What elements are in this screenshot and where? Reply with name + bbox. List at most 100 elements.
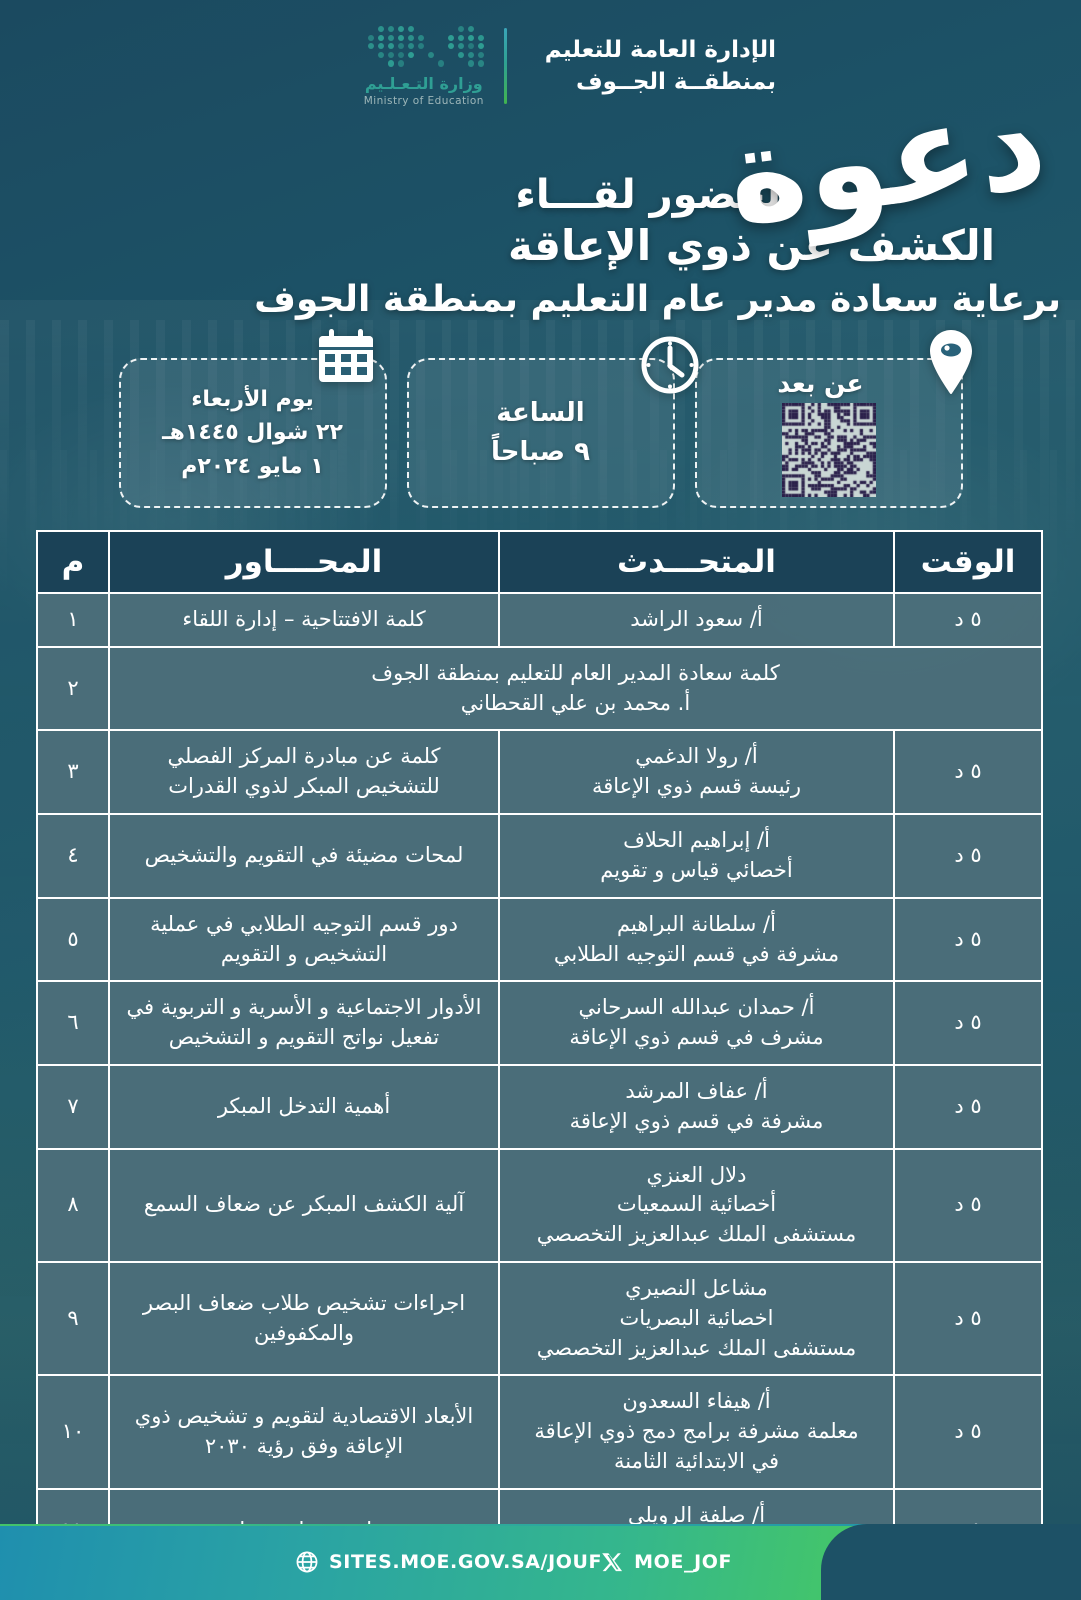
table-row: ٥ د أ/ سلطانة البراهيم مشرفة في قسم التوجي… xyxy=(37,898,1042,982)
speaker-text: أ/ رولا الدغمي xyxy=(514,742,879,772)
cell-topic: أهمية التدخل المبكر xyxy=(109,1065,499,1149)
time-text: الساعة ٩ صباحاً xyxy=(491,394,590,472)
speaker-text: مشرفة في قسم ذوي الإعاقة xyxy=(514,1107,879,1137)
speaker-text: اخصائية البصريات xyxy=(514,1304,879,1334)
cell-number: ٧ xyxy=(37,1065,109,1149)
cell-speaker: أ/ رولا الدغمي رئيسة قسم ذوي الإعاقة xyxy=(499,730,894,814)
cell-number: ٦ xyxy=(37,981,109,1065)
cell-topic: كلمة الافتتاحية – إدارة اللقاء xyxy=(109,593,499,647)
cell-number: ٤ xyxy=(37,814,109,898)
info-card-date: يوم الأربعاء ٢٢ شوال ١٤٤٥هـ ١ مايو ٢٠٢٤م xyxy=(119,358,387,508)
cell-time: ٥ د xyxy=(894,981,1042,1065)
info-card-location: عن بعد xyxy=(695,358,963,508)
cell-speaker: أ/ سلطانة البراهيم مشرفة في قسم التوجيه ا… xyxy=(499,898,894,982)
ministry-name-arabic: وزارة التـعـلـيم xyxy=(358,75,490,93)
ministry-of-education-logo: وزارة التـعـلـيم Ministry of Education xyxy=(358,26,504,107)
speaker-text: أ/ حمدان عبدالله السرحاني xyxy=(514,993,879,1023)
cell-number: ٢ xyxy=(37,647,109,731)
cell-number: ١٠ xyxy=(37,1375,109,1488)
cell-time: ٥ د xyxy=(894,898,1042,982)
speaker-text: دلال العنزي xyxy=(514,1161,879,1191)
table-row: ٥ د أ/ إبراهيم الحلاف أخصائي قياس و تقويم ل… xyxy=(37,814,1042,898)
header-speaker: المتحـــدث xyxy=(499,531,894,593)
poster-root: الإدارة العامة للتعليم بمنطقــة الجــوف … xyxy=(0,0,1081,1600)
speaker-text: أ/ هيفاء السعدون xyxy=(514,1387,879,1417)
info-card-time: الساعة ٩ صباحاً xyxy=(407,358,675,508)
speaker-text: مشاعل النصيري xyxy=(514,1274,879,1304)
cell-speaker: دلال العنزي أخصائية السمعيات مستشفى الملك … xyxy=(499,1149,894,1262)
table-row: ٥ د أ/ سعود الراشد كلمة الافتتاحية – إدارة… xyxy=(37,593,1042,647)
cell-topic: اجراءات تشخيص طلاب ضعاف البصر والمكفوفين xyxy=(109,1262,499,1375)
cell-topic-speaker-merged: كلمة سعادة المدير العام للتعليم بمنطقة ا… xyxy=(109,647,1042,731)
location-label: عن بعد xyxy=(777,369,879,398)
cell-number: ٣ xyxy=(37,730,109,814)
speaker-text: أ/ عفاف المرشد xyxy=(514,1077,879,1107)
table-row: ٥ د دلال العنزي أخصائية السمعيات مستشفى الم… xyxy=(37,1149,1042,1262)
event-info-cards: عن بعد الساعة ٩ صباحاً xyxy=(84,358,997,508)
table-row: ٥ د مشاعل النصيري اخصائية البصريات مستشفى ا… xyxy=(37,1262,1042,1375)
cell-topic: كلمة عن مبادرة المركز الفصلي للتشخيص الم… xyxy=(109,730,499,814)
speaker-text: أخصائية السمعيات xyxy=(514,1190,879,1220)
cell-topic: الأبعاد الاقتصادية لتقويم و تشخيص ذوي ال… xyxy=(109,1375,499,1488)
poster-footer: MOE_JOF SITES.MOE.GOV.SA/JOUF xyxy=(0,1524,1081,1600)
gdoe-line-2: بمنطقــة الجــوف xyxy=(545,66,776,99)
cell-topic: الأدوار الاجتماعية و الأسرية و التربوية … xyxy=(109,981,499,1065)
speaker-text: أ/ سعود الراشد xyxy=(514,605,879,635)
table-row: ٥ د أ/ هيفاء السعدون معلمة مشرفة برامج دمج… xyxy=(37,1375,1042,1488)
qr-code[interactable] xyxy=(782,403,876,497)
cell-topic: آلية الكشف المبكر عن ضعاف السمع xyxy=(109,1149,499,1262)
speaker-text: مستشفى الملك عبدالعزيز التخصصي xyxy=(514,1334,879,1364)
cell-time: ٥ د xyxy=(894,593,1042,647)
table-row: ٥ د أ/ عفاف المرشد مشرفة في قسم ذوي الإعاق… xyxy=(37,1065,1042,1149)
header-num: م xyxy=(37,531,109,593)
cell-time: ٥ د xyxy=(894,730,1042,814)
date-line-3: ١ مايو ٢٠٢٤م xyxy=(162,450,343,483)
calendar-icon xyxy=(315,326,377,392)
cell-time: ٥ د xyxy=(894,1262,1042,1375)
time-line-1: الساعة xyxy=(491,394,590,433)
website-item[interactable]: SITES.MOE.GOV.SA/JOUF xyxy=(295,1550,602,1574)
cell-speaker: مشاعل النصيري اخصائية البصريات مستشفى المل… xyxy=(499,1262,894,1375)
title-line-3: برعاية سعادة مدير عام التعليم بمنطقة الج… xyxy=(146,278,1061,322)
calligraphy-dawa-heading: دعوة xyxy=(721,74,1053,244)
globe-icon xyxy=(295,1550,319,1574)
date-text: يوم الأربعاء ٢٢ شوال ١٤٤٥هـ ١ مايو ٢٠٢٤م xyxy=(162,383,343,483)
cell-speaker: أ/ إبراهيم الحلاف أخصائي قياس و تقويم xyxy=(499,814,894,898)
cell-number: ٥ xyxy=(37,898,109,982)
table-row: ٥ د أ/ رولا الدغمي رئيسة قسم ذوي الإعاقة كل… xyxy=(37,730,1042,814)
clock-icon xyxy=(639,334,701,400)
header-time: الوقت xyxy=(894,531,1042,593)
website-url-text: SITES.MOE.GOV.SA/JOUF xyxy=(329,1551,602,1573)
general-directorate-name: الإدارة العامة للتعليم بمنطقــة الجــوف xyxy=(525,34,776,99)
cell-speaker: أ/ حمدان عبدالله السرحاني مشرف في قسم ذوي… xyxy=(499,981,894,1065)
header-divider xyxy=(504,28,507,104)
table-header-row: الوقت المتحـــدث المحــــاور م xyxy=(37,531,1042,593)
cell-topic: لمحات مضيئة في التقويم والتشخيص xyxy=(109,814,499,898)
cell-speaker: أ/ عفاف المرشد مشرفة في قسم ذوي الإعاقة xyxy=(499,1065,894,1149)
cell-number: ٨ xyxy=(37,1149,109,1262)
cell-time: ٥ د xyxy=(894,814,1042,898)
speaker-text: أ. محمد بن علي القحطاني xyxy=(124,689,1027,719)
table-row: كلمة سعادة المدير العام للتعليم بمنطقة ا… xyxy=(37,647,1042,731)
speaker-text: أخصائي قياس و تقويم xyxy=(514,856,879,886)
speaker-text: معلمة مشرفة برامج دمج ذوي الإعاقة xyxy=(514,1417,879,1447)
speaker-text: في الابتدائية الثامنة xyxy=(514,1447,879,1477)
cell-time: ٥ د xyxy=(894,1149,1042,1262)
cell-time: ٥ د xyxy=(894,1065,1042,1149)
agenda-table: الوقت المتحـــدث المحــــاور م ٥ د أ/ سعو… xyxy=(36,530,1043,1600)
ministry-name-english: Ministry of Education xyxy=(358,95,490,107)
twitter-handle-item[interactable]: MOE_JOF xyxy=(602,1551,732,1573)
speaker-text: رئيسة قسم ذوي الإعاقة xyxy=(514,772,879,802)
table-row: ٥ د أ/ حمدان عبدالله السرحاني مشرف في قسم … xyxy=(37,981,1042,1065)
cell-speaker: أ/ هيفاء السعدون معلمة مشرفة برامج دمج ذو… xyxy=(499,1375,894,1488)
speaker-text: مشرفة في قسم التوجيه الطلابي xyxy=(514,940,879,970)
header-topic: المحــــاور xyxy=(109,531,499,593)
cell-speaker: أ/ سعود الراشد xyxy=(499,593,894,647)
ministry-dots-emblem-icon xyxy=(358,26,490,70)
location-pin-icon xyxy=(925,328,977,402)
x-twitter-icon xyxy=(602,1551,624,1573)
speaker-text: أ/ سلطانة البراهيم xyxy=(514,910,879,940)
gdoe-line-1: الإدارة العامة للتعليم xyxy=(545,34,776,67)
topic-text: كلمة سعادة المدير العام للتعليم بمنطقة ا… xyxy=(124,659,1027,689)
twitter-handle-text: MOE_JOF xyxy=(634,1551,732,1573)
